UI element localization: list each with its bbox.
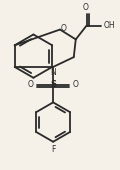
Text: OH: OH — [103, 21, 115, 30]
Text: S: S — [50, 80, 56, 89]
Text: F: F — [51, 145, 55, 154]
Text: O: O — [73, 80, 79, 89]
Text: O: O — [28, 80, 33, 89]
Text: O: O — [61, 24, 67, 33]
Text: N: N — [50, 68, 56, 77]
Text: O: O — [83, 3, 89, 12]
